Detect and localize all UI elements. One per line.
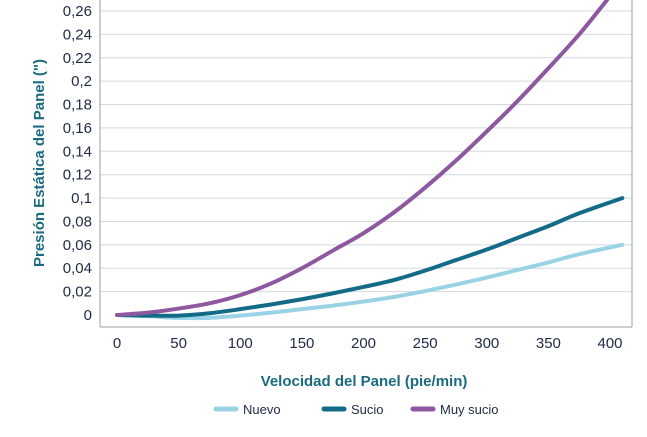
y-tick-label: 0,14: [63, 143, 92, 160]
y-tick-label: 0,1: [71, 190, 92, 207]
legend: Nuevo Sucio Muy sucio: [213, 402, 499, 417]
y-tick-label: 0,22: [63, 50, 92, 67]
x-tick-label: 250: [413, 335, 438, 352]
y-tick-label: 0: [84, 307, 92, 324]
x-tick-label: 200: [351, 335, 376, 352]
y-tick-label: 0,02: [63, 284, 92, 301]
x-tick-label: 350: [536, 335, 561, 352]
y-tick-label: 0,12: [63, 167, 92, 184]
legend-label-nuevo: Nuevo: [243, 402, 281, 417]
x-axis-title: Velocidad del Panel (pie/min): [261, 373, 468, 390]
y-tick-label: 0,24: [63, 26, 92, 43]
x-tick-label: 400: [597, 335, 622, 352]
y-tick-label: 0,08: [63, 213, 92, 230]
x-tick-label: 0: [113, 335, 121, 352]
y-tick-label: 0,06: [63, 237, 92, 254]
y-tick-label: 0,16: [63, 120, 92, 137]
grid-lines: [100, 10, 632, 293]
x-tick-label: 150: [289, 335, 314, 352]
y-tick-label: 0,04: [63, 260, 92, 277]
axes: [99, 0, 633, 328]
x-tick-labels: 0 50 100 150 200 250 300 350 400: [113, 335, 623, 352]
series-lines: [115, 0, 625, 321]
series-line-muy-sucio: [115, 0, 610, 317]
x-tick-label: 300: [474, 335, 499, 352]
y-tick-label: 0,2: [71, 73, 92, 90]
legend-label-muy-sucio: Muy sucio: [440, 402, 499, 417]
series-line-sucio: [115, 196, 625, 318]
y-tick-labels: 0 0,02 0,04 0,06 0,08 0,1 0,12 0,14 0,16 0,18 0,2 0…: [63, 3, 92, 324]
series-line-nuevo: [115, 242, 625, 321]
y-tick-label: 0,26: [63, 3, 92, 20]
x-tick-label: 50: [170, 335, 187, 352]
legend-label-sucio: Sucio: [351, 402, 384, 417]
x-tick-label: 100: [228, 335, 253, 352]
y-axis-title: Presión Estática del Panel ("): [31, 59, 48, 267]
y-tick-label: 0,18: [63, 97, 92, 114]
